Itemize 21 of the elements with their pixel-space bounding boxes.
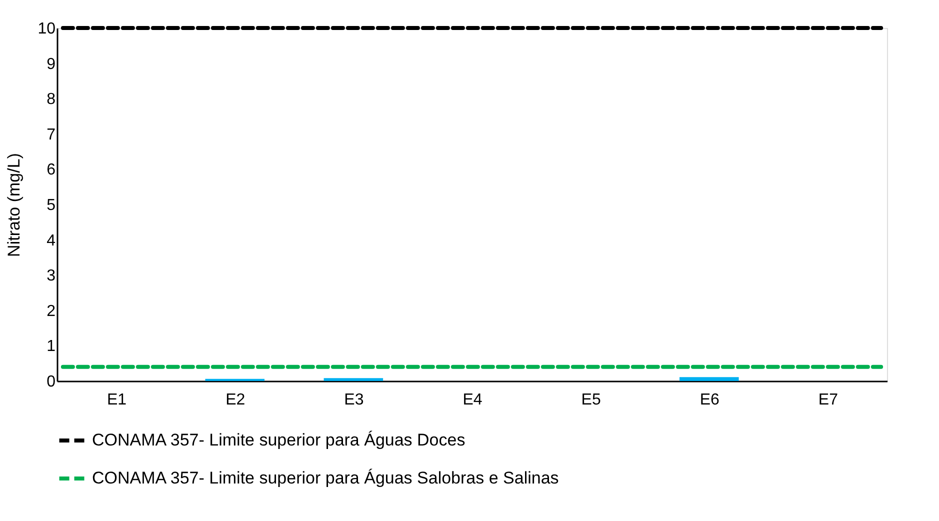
x-tick-label: E7 — [818, 392, 838, 408]
y-tick-label: 5 — [46, 197, 56, 214]
y-tick-label: 3 — [46, 268, 56, 285]
legend-label: CONAMA 357- Limite superior para Águas Salobras e Salinas — [92, 468, 559, 488]
y-tick-label: 0 — [46, 374, 56, 390]
legend-label: CONAMA 357- Limite superior para Águas Doces — [92, 430, 466, 450]
y-axis-title: Nitrato (mg/L) — [4, 153, 24, 257]
y-tick-label: 6 — [46, 162, 56, 179]
x-tick-label: E6 — [700, 392, 720, 408]
y-tick-label: 2 — [46, 302, 56, 320]
y-tick-label: 8 — [46, 91, 56, 108]
y-tick-label: 4 — [46, 232, 56, 250]
x-tick-label: E4 — [462, 392, 482, 408]
y-tick-label: 1 — [46, 338, 56, 356]
x-tick-label: E1 — [106, 392, 127, 408]
x-tick-label: E3 — [344, 392, 364, 408]
y-tick-label: 7 — [46, 126, 56, 144]
y-tick-label: 9 — [46, 56, 56, 73]
x-tick-label: E5 — [581, 392, 601, 408]
y-tick-label: 10 — [38, 20, 56, 38]
x-tick-label: E2 — [226, 392, 246, 408]
